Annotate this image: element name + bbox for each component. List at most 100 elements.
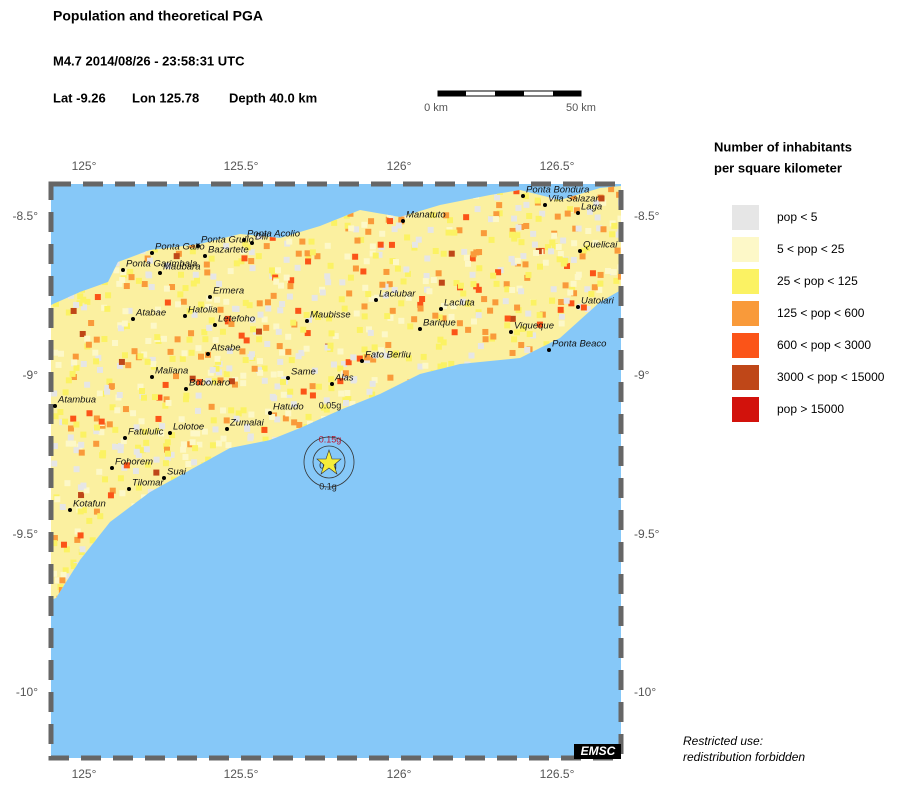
lat-label: -10° xyxy=(16,685,38,699)
town-label: Kotafun xyxy=(73,499,106,510)
town-label: Bazartete xyxy=(208,245,249,256)
legend-swatch xyxy=(732,333,759,358)
town-label: Fatululic xyxy=(128,427,164,438)
town-dot xyxy=(53,404,57,408)
town-label: Ponta Bondura xyxy=(526,185,589,196)
town-dot xyxy=(401,219,405,223)
town-label: Quelicai xyxy=(583,240,618,251)
town-label: Atabae xyxy=(135,308,166,319)
map-frame xyxy=(48,181,624,761)
town-label: Ponta Garimbala xyxy=(126,259,197,270)
legend-label: pop < 5 xyxy=(777,210,818,224)
lon-label: 125.5° xyxy=(224,767,259,781)
town-dot xyxy=(576,305,580,309)
town-dot xyxy=(578,249,582,253)
town-dot xyxy=(250,241,254,245)
town-dot xyxy=(268,411,272,415)
lon-label: 125° xyxy=(72,767,97,781)
town-label: Hatudo xyxy=(273,402,304,413)
pga-label: 0.1g xyxy=(319,481,337,491)
lat: Lat -9.26 xyxy=(53,90,106,105)
town-dot xyxy=(547,348,551,352)
town-dot xyxy=(208,295,212,299)
lat-label: -9° xyxy=(634,368,650,382)
town-dot xyxy=(184,387,188,391)
lon-label: 126.5° xyxy=(540,159,575,173)
town-label: Vila Salazar xyxy=(548,194,599,205)
legend-label: pop > 15000 xyxy=(777,402,844,416)
legend-swatch xyxy=(732,237,759,262)
town-dot xyxy=(158,271,162,275)
lat-label: -9.5° xyxy=(13,527,39,541)
town-dot xyxy=(150,251,154,255)
town-dot xyxy=(305,319,309,323)
town-dot xyxy=(127,487,131,491)
legend-swatch xyxy=(732,397,759,422)
town-dot xyxy=(576,211,580,215)
town-label: Ponta Beaco xyxy=(552,339,606,350)
notice: redistribution forbidden xyxy=(683,750,805,764)
scale-start: 0 km xyxy=(424,102,448,114)
town-label: Laga xyxy=(581,202,602,213)
pga-label: 0.15g xyxy=(319,434,342,444)
town-dot xyxy=(68,508,72,512)
town-label: Alas xyxy=(334,373,354,384)
town-label: Maubisse xyxy=(310,310,351,321)
town-label: Dili xyxy=(255,232,269,243)
town-label: Zumalai xyxy=(229,418,265,429)
town-dot xyxy=(206,352,210,356)
town-label: Maliana xyxy=(155,366,188,377)
town-label: Lacluta xyxy=(444,298,475,309)
map-overlay: 125° 125° 125.5° 125.5° 126° 126° 126.5° 126.5°… xyxy=(13,159,660,781)
town-label: Lolotoe xyxy=(173,422,204,433)
credit: EMSC xyxy=(581,744,616,758)
credit-box xyxy=(574,744,621,759)
legend-swatch xyxy=(732,365,759,390)
legend-label: 600 < pop < 3000 xyxy=(777,338,871,352)
town-dot xyxy=(162,476,166,480)
town-dot xyxy=(110,466,114,470)
legend-swatch xyxy=(732,269,759,294)
lon-label: 125.5° xyxy=(224,159,259,173)
town-dot xyxy=(123,436,127,440)
town-dot xyxy=(196,244,200,248)
legend: Number of inhabitants per square kilomete… xyxy=(714,139,885,422)
scale-end: 50 km xyxy=(566,102,596,114)
legend-label: 25 < pop < 125 xyxy=(777,274,858,288)
legend-title: Number of inhabitants xyxy=(714,139,852,154)
lon-label: 126° xyxy=(387,159,412,173)
scale-bar: 0 km 50 km xyxy=(424,90,596,114)
town-label: Ponta Grullo xyxy=(201,235,254,246)
town-dot xyxy=(286,376,290,380)
town-label: Uatolari xyxy=(581,296,615,307)
town-label: Viqueque xyxy=(514,321,554,332)
town-label: Fato Berliu xyxy=(365,350,412,361)
town-dot xyxy=(121,268,125,272)
lat-label: -9° xyxy=(23,368,39,382)
lon-label: 126.5° xyxy=(540,767,575,781)
legend-swatch xyxy=(732,301,759,326)
lat-label: -8.5° xyxy=(13,209,39,223)
town-dot xyxy=(183,314,187,318)
town-dot xyxy=(213,323,217,327)
town-label: Atambua xyxy=(57,395,96,406)
town-label: Suai xyxy=(167,467,187,478)
town-dot xyxy=(150,375,154,379)
lat-label: -9.5° xyxy=(634,527,660,541)
town-dot xyxy=(131,317,135,321)
town-label: Tilomar xyxy=(132,478,164,489)
notice: Restricted use: xyxy=(683,734,763,748)
title: Population and theoretical PGA xyxy=(53,8,263,24)
town-label: Letefoho xyxy=(218,314,255,325)
town-dot xyxy=(374,298,378,302)
town-label: Ponta Acolio xyxy=(247,229,300,240)
town-dot xyxy=(203,254,207,258)
event: M4.7 2014/08/26 - 23:58:31 UTC xyxy=(53,53,245,68)
town-label: Same xyxy=(291,367,316,378)
epicenter xyxy=(303,436,355,488)
town-label: Fohorem xyxy=(115,457,153,468)
town-label: Ermera xyxy=(213,286,244,297)
lon-label: 125° xyxy=(72,159,97,173)
pga-label: 0.05g xyxy=(319,400,342,410)
town-label: Maubara xyxy=(163,262,201,273)
